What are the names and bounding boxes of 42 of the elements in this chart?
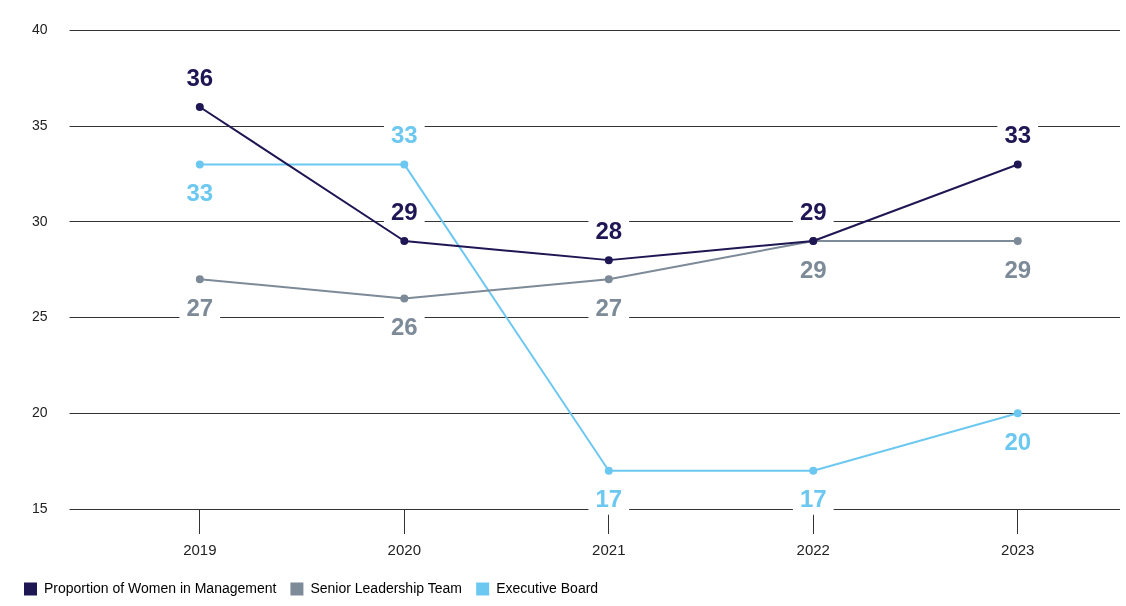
y-tick-label: 15: [31, 499, 48, 516]
x-tick-label: 2019: [183, 541, 217, 559]
y-tick-label: 20: [31, 404, 48, 421]
x-tick-label: 2020: [387, 541, 421, 559]
data-label: 27: [595, 293, 623, 321]
y-tick-label: 25: [31, 308, 48, 325]
data-label: 29: [799, 197, 827, 225]
data-label: 33: [186, 179, 214, 207]
data-label: 29: [390, 197, 418, 225]
x-tick-label: 2021: [592, 541, 626, 559]
point: [1013, 409, 1022, 418]
data-label: 29: [1004, 255, 1032, 283]
data-label: 17: [799, 485, 827, 513]
y-tick-label: 30: [31, 212, 48, 229]
point: [400, 236, 409, 245]
point: [195, 102, 204, 111]
data-label: 36: [186, 63, 214, 91]
point: [604, 256, 613, 265]
y-tick-label: 35: [31, 116, 48, 133]
point: [809, 466, 818, 475]
data-label: 33: [390, 121, 418, 149]
data-label: 17: [595, 485, 623, 513]
point: [400, 160, 409, 169]
point: [1013, 236, 1022, 245]
data-label: 26: [390, 313, 418, 341]
legend-label: Senior Leadership Team: [310, 579, 462, 596]
data-label: 29: [799, 255, 827, 283]
data-label: 28: [595, 216, 623, 244]
x-tick-label: 2023: [1001, 541, 1035, 559]
x-tick-label: 2022: [796, 541, 830, 559]
data-label: 33: [1004, 121, 1032, 149]
point: [195, 275, 204, 284]
point: [604, 275, 613, 284]
point: [604, 466, 613, 475]
legend-label: Proportion of Women in Management: [44, 579, 277, 596]
y-tick-label: 40: [31, 21, 48, 38]
point: [400, 294, 409, 303]
data-label: 27: [186, 293, 214, 321]
point: [1013, 160, 1022, 169]
point: [195, 160, 204, 169]
legend-label: Executive Board: [496, 579, 599, 596]
data-label: 20: [1004, 427, 1032, 455]
